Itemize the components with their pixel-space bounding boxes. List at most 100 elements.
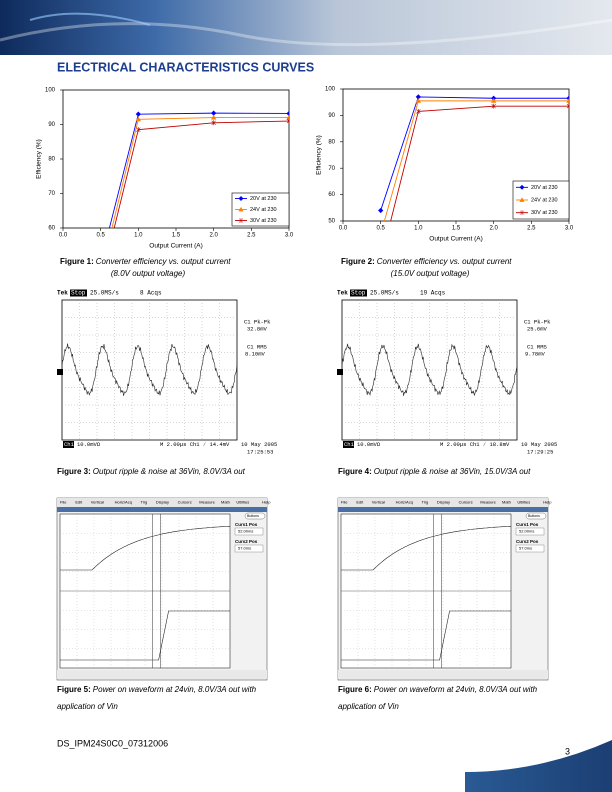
figure-caption: Figure 6: Power on waveform at 24vin, 8.0…	[338, 685, 538, 694]
menu-item: Math	[221, 500, 230, 505]
scope-state: Stop	[351, 290, 366, 297]
series-group	[378, 94, 569, 221]
menu-item: Trig	[422, 500, 429, 505]
x-tick-label: 1.5	[172, 233, 181, 239]
scope-ch-box	[63, 441, 74, 448]
menu-item: Cursors	[178, 500, 192, 505]
caption-note: (15.0V output voltage)	[391, 269, 470, 278]
cursor2-value: 57.0ms	[238, 546, 251, 551]
caption-text: Output ripple & noise at 36Vin, 8.0V/3A …	[93, 467, 246, 476]
x-tick-label: 2.0	[209, 233, 218, 239]
scope-meas1-value: 32.8mV	[247, 325, 268, 332]
caption-text: Output ripple & noise at 36Vin, 15.0V/3A…	[374, 467, 531, 476]
caption-text: Converter efficiency vs. output current	[96, 257, 232, 266]
x-axis-label: Output Current (A)	[149, 243, 202, 250]
y-tick-label: 80	[48, 157, 55, 163]
scope-state-box	[70, 289, 87, 297]
point-marker	[135, 111, 141, 117]
point-marker	[286, 118, 289, 124]
scope-waveform	[61, 343, 238, 396]
menu-bar	[338, 498, 548, 507]
scope-ch-marker	[337, 369, 343, 375]
scope-ch-marker	[57, 369, 63, 375]
menu-item: Horiz/Acq	[115, 500, 132, 505]
scope-waveform	[341, 343, 518, 397]
banner-swoosh	[0, 18, 612, 47]
menu-item: Edit	[356, 500, 364, 505]
value-box	[234, 527, 264, 536]
banner	[0, 0, 612, 55]
legend-label: 30V at 230	[250, 218, 277, 224]
menu-bar	[57, 498, 267, 507]
point-marker	[211, 120, 216, 126]
x-tick-label: 0.5	[376, 226, 385, 232]
series-line	[113, 120, 289, 228]
menu-item: Cursors	[459, 500, 473, 505]
scope-timebase: M 2.00µs Ch1 ∕ 18.8mV	[440, 441, 510, 448]
y-axis-label: Efficiency (%)	[36, 139, 43, 179]
legend-label: 20V at 230	[531, 185, 558, 191]
caption-text: Power on waveform at 24vin, 8.0V/3A out …	[374, 685, 538, 694]
point-marker	[490, 98, 497, 103]
menu-item: File	[60, 500, 67, 505]
y-tick-label: 90	[328, 113, 335, 119]
caption-note: application of Vin	[338, 702, 399, 711]
menu-item: Measure	[199, 500, 215, 505]
legend-marker	[238, 218, 244, 223]
x-tick-label: 1.0	[414, 226, 423, 232]
status-strip	[57, 670, 267, 679]
scope-acqs: 8 Acqs	[140, 290, 162, 297]
point-marker	[286, 114, 289, 120]
legend-label: 24V at 230	[250, 207, 277, 213]
menu-item: Trig	[141, 500, 148, 505]
figure-caption: Figure 2: Converter efficiency vs. output…	[341, 257, 512, 266]
section-title: ELECTRICAL CHARACTERISTICS CURVES	[57, 60, 314, 74]
menu-item: Vertical	[372, 500, 385, 505]
x-tick-label: 0.0	[339, 226, 348, 232]
trace-output	[341, 610, 511, 661]
footer-shape	[465, 740, 612, 792]
scope-state-box	[350, 289, 367, 297]
x-tick-label: 1.0	[134, 233, 143, 239]
menu-item: Math	[502, 500, 511, 505]
page-number: 3	[565, 746, 570, 756]
point-marker	[566, 103, 569, 109]
caption-note: application of Vin	[57, 702, 118, 711]
scope-rate: 25.0MS/s	[90, 290, 119, 297]
scope-meas2-value: 8.10mV	[245, 350, 266, 357]
caption-label: Figure 1:	[60, 257, 94, 266]
menu-item: Horiz/Acq	[396, 500, 413, 505]
scope-scale: 10.0mVΩ	[357, 441, 381, 448]
x-tick-label: 3.0	[565, 226, 574, 232]
x-tick-label: 0.5	[96, 233, 105, 239]
menu-item: Utilities	[236, 500, 249, 505]
y-tick-label: 80	[328, 139, 335, 145]
point-marker	[566, 98, 569, 103]
menu-item: Vertical	[91, 500, 104, 505]
title-strip	[57, 507, 267, 512]
point-marker	[135, 116, 142, 122]
scope-time: 17:25:53	[247, 448, 273, 455]
point-marker	[415, 98, 422, 103]
y-tick-label: 50	[328, 219, 335, 225]
scope-ch-box	[343, 441, 354, 448]
scope-meas2: C1 RMS	[527, 343, 548, 350]
caption-label: Figure 3:	[57, 467, 91, 476]
legend-marker	[519, 184, 525, 190]
menu-item: File	[341, 500, 348, 505]
y-tick-label: 100	[45, 88, 56, 94]
legend-marker	[519, 210, 525, 216]
legend-marker	[519, 197, 525, 202]
banner-swoosh	[29, 12, 151, 26]
scope-date: 10 May 2005	[521, 441, 557, 448]
y-tick-label: 70	[328, 166, 335, 172]
scope-time: 17:29:25	[527, 448, 553, 455]
x-axis-label: Output Current (A)	[429, 236, 482, 243]
menu-item: Help	[262, 500, 271, 505]
doc-id: DS_IPM24S0C0_07312006	[57, 738, 168, 748]
series-group	[108, 110, 289, 228]
figure-caption: Figure 3: Output ripple & noise at 36Vin,…	[57, 467, 246, 476]
x-tick-label: 3.0	[285, 233, 294, 239]
